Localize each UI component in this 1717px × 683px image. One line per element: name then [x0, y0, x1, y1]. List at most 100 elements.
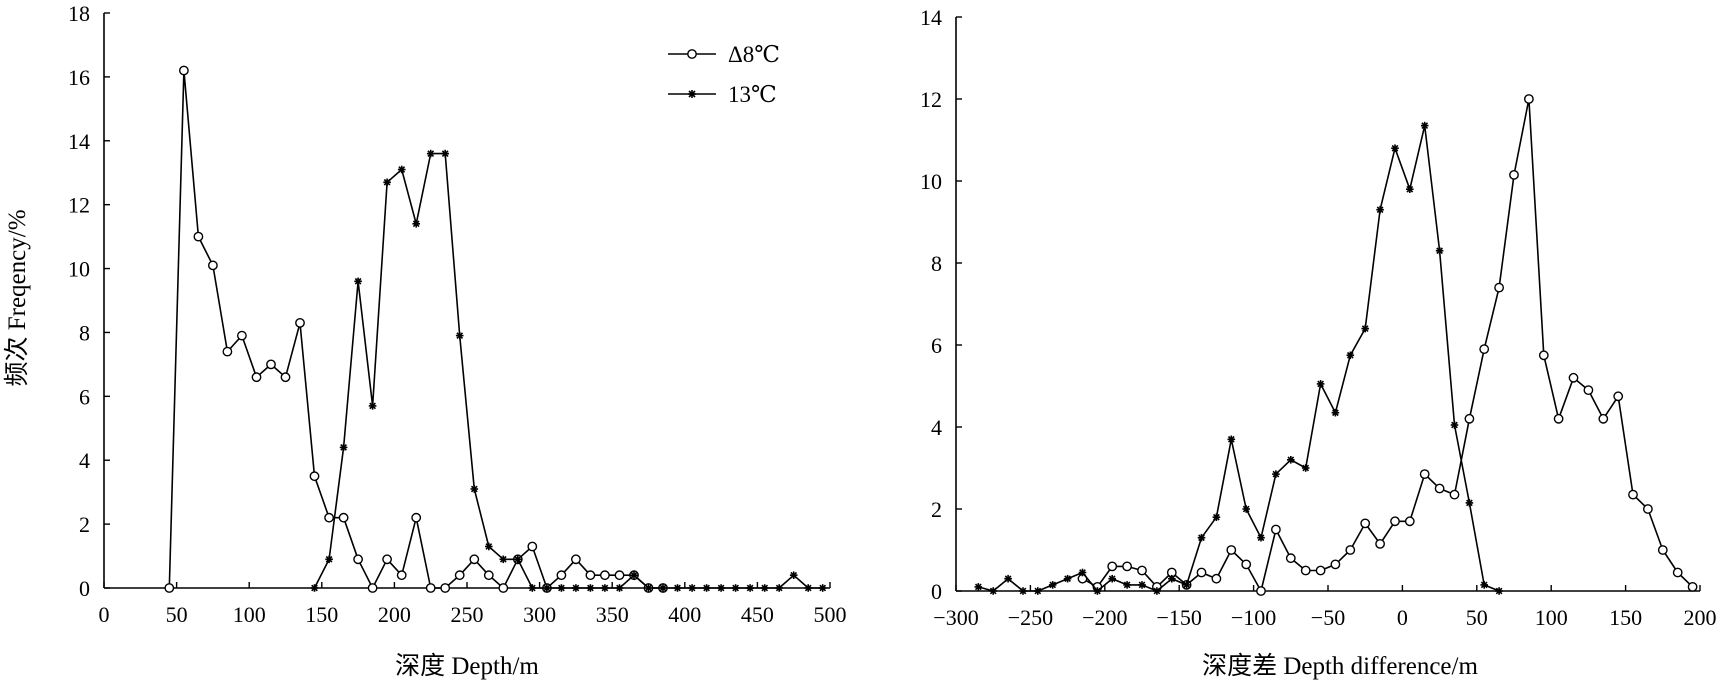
data-point-circle [353, 554, 363, 565]
y-tick-label: 16 [68, 65, 90, 90]
data-point-circle [1241, 559, 1252, 570]
data-point-star [1257, 533, 1265, 542]
data-point-circle [614, 570, 625, 581]
y-tick-label: 0 [79, 576, 90, 601]
legend-label-13c: 13℃ [728, 82, 777, 107]
data-point-circle [1345, 545, 1356, 555]
data-point-circle [193, 231, 204, 242]
axes-depth-difference [955, 17, 1700, 592]
data-point-star [499, 555, 508, 564]
data-point-star [1078, 568, 1087, 577]
data-point-circle [1404, 516, 1415, 527]
data-point-star [1063, 574, 1072, 583]
data-point-circle [338, 512, 349, 523]
series-line-circle [1082, 98, 1694, 592]
data-point-circle [251, 372, 262, 383]
data-point-circle [295, 317, 305, 328]
x-tick-label: 0 [99, 602, 110, 627]
legend-item-13c: 13℃ [668, 82, 777, 107]
data-point-circle [1553, 413, 1564, 424]
data-point-star [1138, 581, 1146, 589]
data-point-circle [1672, 567, 1683, 578]
x-tick-label: 50 [166, 602, 188, 627]
y-ticks-depth: 0 2 4 6 8 10 12 14 16 18 [68, 1, 110, 601]
series-line-circle [168, 69, 663, 589]
data-point-circle [571, 554, 581, 565]
y-tick-label: 6 [931, 333, 942, 358]
data-point-star [513, 555, 522, 564]
x-axis-label-depth-difference: 深度差 Depth difference/m [1202, 652, 1478, 680]
chart-panel-depth: 0 50 100 150 200 250 300 350 400 450 500 0 2 4 6 8 10 12… [3, 1, 847, 680]
x-tick-label: 450 [741, 602, 774, 627]
data-point-star [659, 584, 667, 592]
data-point-star [1480, 581, 1488, 589]
series-line-star [313, 152, 823, 589]
data-point-star [760, 584, 769, 592]
data-point-circle [1449, 489, 1460, 500]
data-point-star [543, 584, 551, 592]
data-point-star [989, 587, 998, 595]
data-point-star [339, 443, 348, 452]
data-point-circle [236, 330, 247, 341]
data-point-circle [1464, 413, 1475, 424]
data-point-star [1450, 421, 1459, 429]
x-tick-label: 0 [1397, 605, 1408, 630]
x-tick-label: 200 [1684, 605, 1717, 630]
data-point-circle [178, 65, 189, 76]
data-point-star [1153, 587, 1161, 595]
data-point-star [702, 584, 711, 592]
data-point-star [775, 584, 784, 592]
data-point-star [1227, 435, 1236, 444]
data-point-star [1272, 470, 1280, 478]
data-point-circle [1122, 561, 1133, 572]
data-point-star [426, 149, 435, 158]
data-point-star [572, 584, 580, 592]
series-depth [164, 65, 827, 593]
data-point-circle [1196, 567, 1207, 578]
data-point-circle [1330, 559, 1341, 570]
series-depth-difference [974, 94, 1698, 596]
x-axis-label-depth: 深度 Depth/m [395, 652, 539, 680]
y-tick-label: 4 [931, 415, 942, 440]
data-point-star [470, 485, 479, 493]
data-point-star [1168, 574, 1176, 583]
data-point-circle [454, 570, 465, 581]
data-point-circle [1598, 413, 1609, 424]
y-axis-label-frequency: 频次 Freqency/% [3, 209, 31, 386]
data-point-star [397, 165, 406, 174]
data-point-star [586, 584, 595, 592]
x-tick-label: −200 [1082, 605, 1127, 630]
data-point-circle [1256, 586, 1266, 596]
data-point-circle [367, 583, 378, 593]
data-point-star [974, 583, 983, 591]
data-point-circle [1538, 350, 1549, 361]
data-point-circle [1628, 489, 1638, 500]
data-point-circle [1434, 483, 1445, 494]
y-tick-label: 2 [931, 497, 942, 522]
data-point-circle [1271, 524, 1281, 535]
data-point-circle [1613, 391, 1624, 402]
data-point-star [484, 542, 493, 551]
data-point-star [1212, 513, 1221, 522]
data-point-circle [1643, 504, 1653, 514]
data-point-star [818, 584, 827, 592]
data-point-star [412, 220, 421, 228]
data-point-star [1034, 587, 1042, 595]
data-point-circle [600, 570, 610, 581]
data-point-star [1435, 246, 1444, 255]
data-point-star [1420, 121, 1429, 130]
x-tick-label: −150 [1156, 605, 1201, 630]
y-tick-label: 6 [79, 384, 90, 409]
data-point-circle [556, 570, 567, 581]
data-point-circle [483, 570, 494, 581]
data-point-star [1465, 499, 1474, 507]
data-point-circle [469, 554, 480, 565]
data-point-star [717, 584, 725, 592]
data-point-star [1346, 351, 1355, 360]
data-point-star [1048, 581, 1057, 589]
data-point-circle [1509, 169, 1519, 180]
data-point-star [1182, 581, 1191, 589]
data-point-star [673, 584, 682, 592]
data-point-star [644, 584, 653, 592]
data-point-circle [1583, 385, 1594, 395]
